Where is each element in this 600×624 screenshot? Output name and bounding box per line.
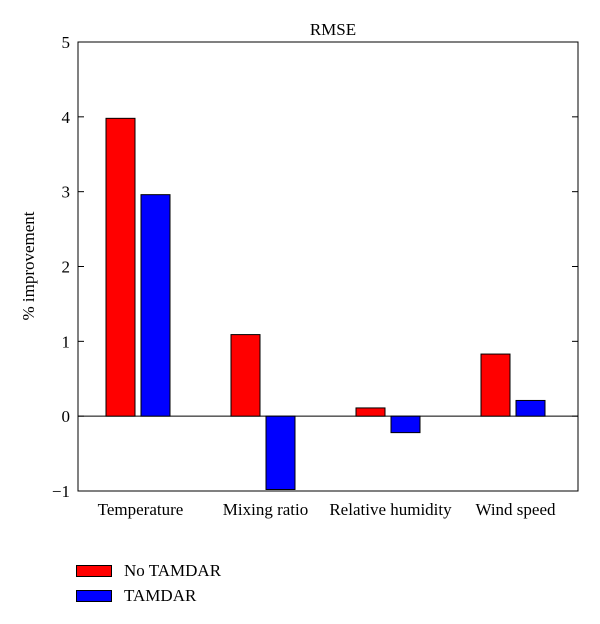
x-tick-label: Temperature <box>98 500 184 519</box>
bar <box>390 415 421 434</box>
bar <box>480 353 511 417</box>
legend-swatch-tamdar <box>76 589 112 602</box>
y-tick-label: 1 <box>62 332 71 351</box>
bar <box>140 194 171 417</box>
x-tick-label: Mixing ratio <box>223 500 308 519</box>
bar <box>230 334 261 417</box>
legend-item-tamdar: TAMDAR <box>76 583 221 608</box>
plot-area: −1 0 1 2 3 4 5 Temperature Mixing ratio Relative … <box>52 33 579 519</box>
y-tick-label: 5 <box>62 33 71 52</box>
bar <box>355 407 386 417</box>
legend-swatch-no-tamdar <box>76 564 112 577</box>
legend-label-tamdar: TAMDAR <box>124 585 197 605</box>
y-tick-label: 4 <box>62 108 71 127</box>
legend-item-no-tamdar: No TAMDAR <box>76 558 221 583</box>
x-tick-label: Wind speed <box>475 500 556 519</box>
bar <box>515 399 546 417</box>
y-tick-label: −1 <box>52 482 70 501</box>
legend: No TAMDAR TAMDAR <box>76 558 221 608</box>
legend-label-no-tamdar: No TAMDAR <box>124 560 222 580</box>
y-tick-label: 2 <box>62 258 71 277</box>
y-tick-label: 3 <box>62 183 71 202</box>
y-axis-label: % improvement <box>19 211 38 320</box>
y-tick-label: 0 <box>62 407 71 426</box>
bar <box>265 415 296 491</box>
bar <box>105 117 136 417</box>
x-tick-label: Relative humidity <box>329 500 452 519</box>
chart-title: RMSE <box>310 20 356 39</box>
